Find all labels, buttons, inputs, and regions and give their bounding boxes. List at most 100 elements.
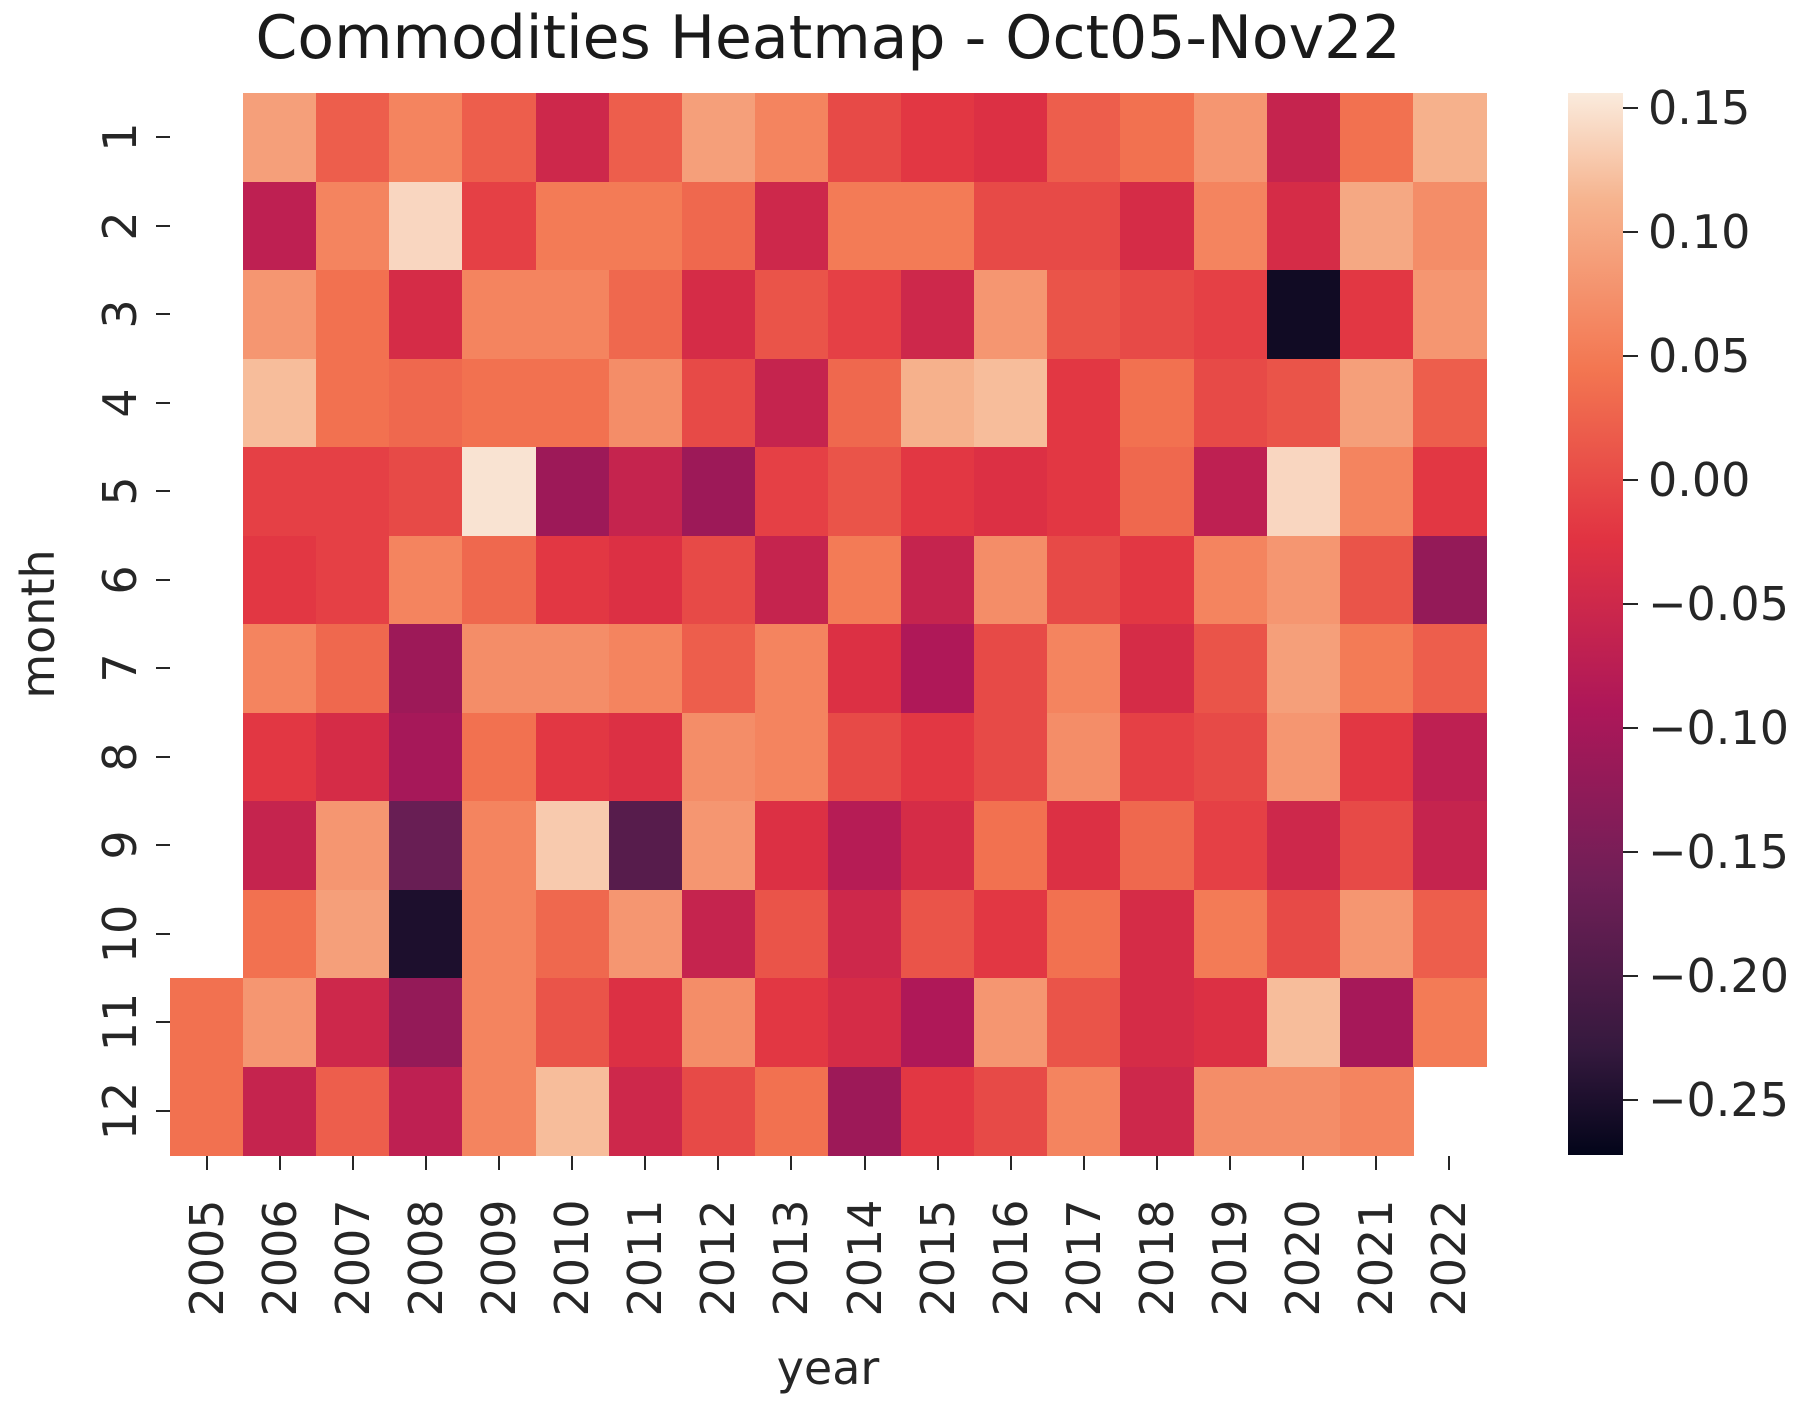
heatmap-cell	[1339, 889, 1414, 979]
colorbar-tick-label: −0.15	[1648, 825, 1789, 880]
colorbar-tick-mark	[1623, 975, 1638, 978]
heatmap-cell	[1193, 801, 1268, 891]
heatmap-cell	[462, 978, 537, 1068]
x-tick-label: 2008	[398, 1199, 453, 1317]
heatmap-cell	[1120, 358, 1195, 448]
heatmap-cell	[316, 358, 391, 448]
heatmap-cell	[389, 447, 464, 537]
x-tick-mark	[1375, 1156, 1378, 1170]
heatmap-cell	[828, 93, 902, 183]
heatmap-cell	[243, 93, 318, 183]
heatmap-cell	[316, 181, 391, 271]
x-tick-mark	[644, 1156, 647, 1170]
heatmap-cell	[1047, 978, 1122, 1068]
heatmap-cell	[316, 535, 391, 625]
heatmap-cell	[316, 889, 391, 979]
heatmap-cell	[681, 712, 756, 802]
chart-title: Commodities Heatmap - Oct05-Nov22	[255, 3, 1401, 73]
heatmap-cell	[1412, 712, 1487, 802]
heatmap-cell	[535, 978, 610, 1068]
x-tick-label: 2007	[325, 1199, 380, 1317]
y-tick-label: 2	[93, 211, 147, 241]
heatmap-cell	[462, 93, 537, 183]
heatmap-cell	[1412, 978, 1487, 1068]
heatmap-cell	[1339, 535, 1414, 625]
x-tick-label: 2020	[1276, 1199, 1331, 1317]
x-tick-mark	[1009, 1156, 1012, 1170]
heatmap-cell	[1266, 535, 1341, 625]
heatmap-cell	[974, 1066, 1049, 1156]
heatmap-cell	[462, 801, 537, 891]
heatmap-cell	[681, 889, 756, 979]
heatmap-cell	[1193, 447, 1268, 537]
x-tick-label: 2016	[983, 1199, 1038, 1317]
heatmap-cell	[901, 181, 976, 271]
heatmap-cell	[754, 535, 829, 625]
x-tick-mark	[1156, 1156, 1158, 1170]
colorbar-tick-label: 0.15	[1648, 80, 1751, 135]
heatmap-cell	[1412, 535, 1487, 625]
heatmap-cell	[170, 978, 244, 1068]
heatmap-cell	[535, 447, 610, 537]
heatmap-cell	[681, 93, 756, 183]
heatmap-cell	[389, 270, 464, 360]
heatmap-plot	[170, 93, 1487, 1156]
heatmap-cell	[1266, 801, 1341, 891]
heatmap-cell	[389, 712, 464, 802]
heatmap-cell	[1339, 978, 1414, 1068]
heatmap-cell	[1339, 447, 1414, 537]
heatmap-cell	[535, 535, 610, 625]
heatmap-cell	[1339, 93, 1414, 183]
heatmap-cell	[681, 978, 756, 1068]
heatmap-cell	[974, 358, 1049, 448]
heatmap-cell	[1120, 624, 1195, 714]
heatmap-cell	[1412, 358, 1487, 448]
heatmap-cell	[901, 712, 976, 802]
heatmap-cell	[243, 712, 318, 802]
heatmap-cell	[1266, 93, 1341, 183]
heatmap-cell	[828, 978, 902, 1068]
y-tick-mark	[156, 401, 170, 404]
heatmap-cell	[974, 712, 1049, 802]
heatmap-cell	[243, 181, 318, 271]
heatmap-cell	[974, 801, 1049, 891]
heatmap-cell	[1193, 1066, 1268, 1156]
x-tick-label: 2012	[691, 1199, 746, 1317]
heatmap-cell	[681, 181, 756, 271]
colorbar-tick-mark	[1623, 230, 1638, 233]
heatmap-cell	[1339, 624, 1414, 714]
heatmap-cell	[1193, 535, 1268, 625]
x-tick-label: 2013	[764, 1199, 819, 1317]
y-tick-mark	[156, 667, 170, 670]
heatmap-cell	[754, 181, 829, 271]
heatmap-cell	[828, 1066, 902, 1156]
heatmap-cell	[462, 358, 537, 448]
heatmap-cell	[170, 1066, 244, 1156]
heatmap-cell	[1412, 447, 1487, 537]
y-tick-mark	[156, 490, 170, 493]
heatmap-cell	[316, 978, 391, 1068]
heatmap-cell	[1266, 624, 1341, 714]
heatmap-cell	[389, 978, 464, 1068]
y-tick-label: 4	[93, 388, 147, 418]
y-tick-label: 12	[93, 1081, 147, 1141]
colorbar-tick-mark	[1623, 479, 1638, 482]
heatmap-cell	[901, 358, 976, 448]
heatmap-cell	[901, 1066, 976, 1156]
heatmap-cell	[389, 535, 464, 625]
heatmap-cell	[462, 447, 537, 537]
y-tick-mark	[156, 1021, 170, 1024]
heatmap-cell	[389, 801, 464, 891]
heatmap-cell	[316, 624, 391, 714]
heatmap-cell	[1047, 1066, 1122, 1156]
heatmap-cell	[1193, 978, 1268, 1068]
heatmap-cell	[243, 624, 318, 714]
heatmap-cell	[535, 624, 610, 714]
heatmap-cell	[1047, 181, 1122, 271]
colorbar-tick-label: 0.00	[1648, 453, 1751, 508]
heatmap-cell	[754, 624, 829, 714]
heatmap-cell	[681, 801, 756, 891]
colorbar-tick-label: −0.05	[1648, 577, 1789, 632]
heatmap-cell	[1047, 358, 1122, 448]
x-tick-mark	[863, 1156, 866, 1170]
